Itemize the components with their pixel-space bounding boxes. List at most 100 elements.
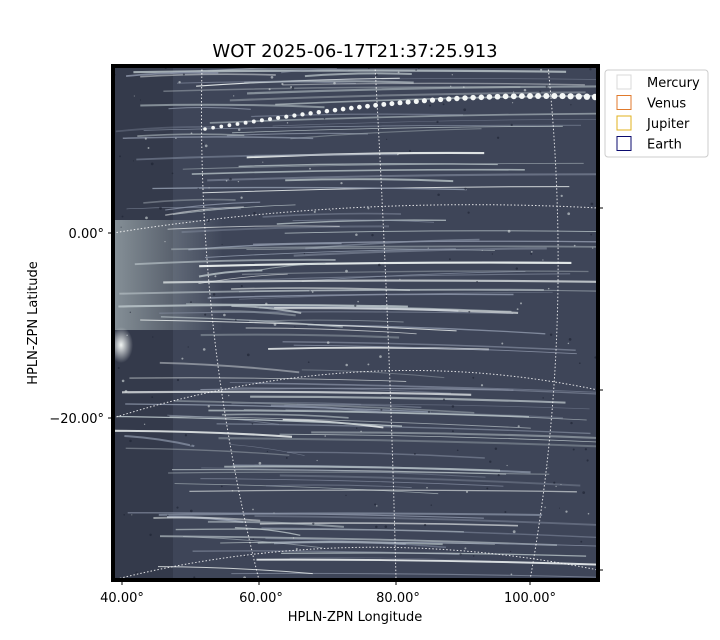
noise-speck [171, 172, 174, 175]
noise-speck [464, 187, 467, 190]
star-trail [285, 178, 454, 183]
noise-speck [570, 421, 573, 425]
star-trail [172, 204, 296, 215]
noise-speck [285, 456, 288, 459]
noise-speck [530, 251, 533, 253]
noise-speck [555, 485, 557, 488]
noise-speck [379, 355, 382, 358]
star-trail [262, 212, 402, 218]
star-trail [281, 68, 349, 74]
noise-speck [253, 212, 256, 215]
trail-dot [518, 93, 525, 100]
noise-speck [580, 540, 583, 543]
trail-dot [284, 114, 289, 119]
noise-speck [494, 447, 498, 451]
trail-dot [454, 95, 460, 102]
trail-dot [203, 127, 207, 131]
trail-dot [211, 125, 215, 130]
star-trail [163, 279, 598, 284]
trail-dot [462, 95, 468, 101]
trail-dot [437, 96, 444, 103]
noise-speck [313, 210, 316, 213]
noise-speck [428, 104, 432, 107]
noise-speck [286, 122, 289, 124]
star-trail [137, 133, 245, 137]
noise-speck [214, 275, 217, 278]
figure-title: WOT 2025-06-17T21:37:25.913 [212, 41, 497, 62]
noise-speck [456, 449, 459, 452]
star-trail [281, 552, 587, 557]
star-trail [218, 437, 598, 448]
noise-speck [549, 333, 553, 337]
star-trail [143, 198, 236, 204]
noise-speck [326, 341, 330, 344]
right-ticks [598, 207, 603, 571]
noise-speck [427, 247, 429, 249]
noise-speck [309, 290, 311, 292]
noise-speck [472, 555, 475, 557]
noise-speck [123, 514, 125, 516]
noise-speck [465, 490, 469, 493]
noise-speck [568, 338, 572, 341]
noise-speck [202, 348, 206, 351]
star-trail [207, 173, 598, 182]
noise-speck [178, 81, 181, 84]
noise-speck [497, 473, 500, 477]
noise-speck [345, 269, 348, 273]
star-trail [304, 72, 412, 78]
star-trail [255, 262, 326, 272]
noise-speck [121, 379, 125, 383]
noise-speck [187, 346, 189, 348]
star-trail [276, 219, 447, 225]
noise-speck [258, 461, 262, 465]
star-trail [245, 327, 417, 335]
noise-speck [464, 547, 467, 550]
noise-speck [501, 342, 504, 345]
star-trail [229, 91, 586, 102]
star-trail [255, 382, 598, 395]
noise-speck [530, 252, 533, 255]
star-trail [274, 306, 519, 314]
noise-speck [513, 91, 515, 93]
noise-speck [512, 530, 516, 534]
star-trail [119, 288, 544, 295]
coordinate-grid [113, 66, 598, 580]
bottom-ticks [121, 580, 531, 585]
trail-dot [527, 93, 533, 99]
noise-speck [437, 193, 440, 197]
star-trail [256, 558, 598, 566]
legend-label: Earth [647, 138, 682, 153]
noise-speck [333, 81, 336, 85]
star-trail [204, 248, 456, 258]
noise-speck [150, 162, 154, 166]
noise-speck [459, 553, 462, 556]
trail-dot [316, 109, 322, 115]
noise-speck [189, 509, 193, 513]
noise-speck [190, 132, 193, 135]
noise-speck [426, 486, 428, 489]
noise-speck [553, 481, 556, 484]
noise-speck [120, 226, 122, 228]
trail-dot [365, 103, 370, 109]
noise-speck [480, 384, 484, 387]
noise-speck [145, 216, 148, 220]
image-noise [113, 66, 598, 580]
noise-speck [147, 147, 150, 149]
star-trail [254, 515, 598, 526]
planet-trail [203, 92, 598, 131]
noise-speck [467, 211, 470, 214]
noise-speck [164, 240, 166, 243]
trail-dot [429, 97, 436, 103]
noise-speck [126, 334, 128, 337]
star-trail [253, 240, 598, 245]
noise-speck [357, 300, 359, 303]
star-trail [282, 341, 576, 351]
trail-dot [502, 93, 509, 100]
trail-dot [373, 102, 379, 108]
noise-speck [307, 361, 310, 364]
star-trail [126, 71, 219, 77]
star-trail [301, 369, 445, 379]
x-tick-label: 100.00° [504, 591, 556, 606]
star-trail [143, 124, 582, 131]
legend-swatch [616, 136, 632, 151]
